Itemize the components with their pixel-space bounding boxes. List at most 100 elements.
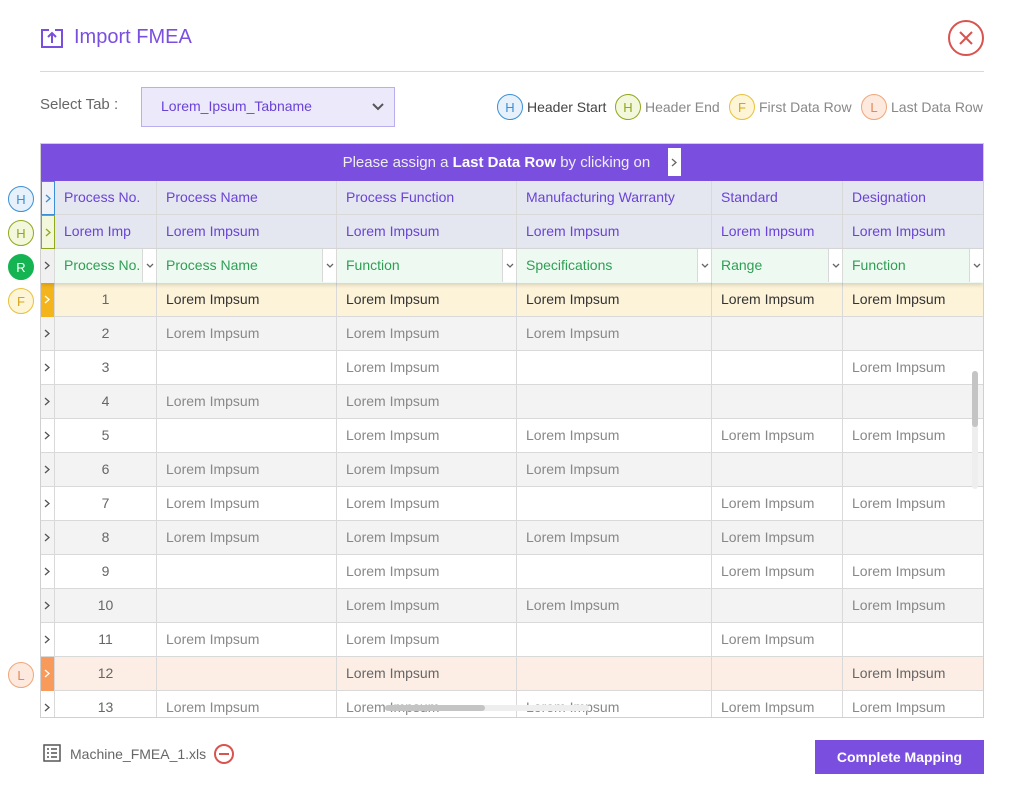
cell-process-function: Lorem Impsum (337, 419, 517, 453)
file-name: Machine_FMEA_1.xls (70, 746, 207, 762)
row-select-control[interactable] (41, 521, 55, 555)
cell-designation: Lorem Impsum (852, 665, 946, 681)
cell-process-name (157, 657, 337, 691)
cell-process-no: 10 (55, 589, 157, 623)
row-select-control[interactable] (41, 385, 55, 419)
cell-process-function: Lorem Impsum (337, 589, 517, 623)
tab-select-value: Lorem_Ipsum_Tabname (161, 98, 312, 114)
dropdown-toggle[interactable] (969, 249, 983, 282)
cell-process-no: 4 (55, 385, 157, 419)
cell-manufacturing-warranty: Lorem Impsum (517, 283, 712, 317)
row-select-control[interactable] (41, 317, 55, 351)
mapping-select-process-name[interactable]: Process Name (157, 249, 337, 283)
table-row[interactable]: 9 Lorem Impsum Lorem Impsum Lorem Impsum (41, 555, 983, 589)
table-row[interactable]: 4 Lorem Impsum Lorem Impsum (41, 385, 983, 419)
table-row[interactable]: 1 Lorem Impsum Lorem Impsum Lorem Impsum Lor… (41, 283, 983, 317)
cell-process-name: Lorem Impsum (157, 385, 337, 419)
table-row[interactable]: 3 Lorem Impsum Lorem Impsum (41, 351, 983, 385)
cell-process-name: Lorem Impsum (157, 283, 337, 317)
table-row[interactable]: 5 Lorem Impsum Lorem Impsum Lorem Impsum Lor… (41, 419, 983, 453)
chevron-right-icon (44, 329, 50, 338)
dropdown-toggle[interactable] (502, 249, 516, 282)
row-select-control[interactable] (41, 249, 55, 283)
cell-process-name (157, 555, 337, 589)
chevron-right-icon (44, 703, 50, 712)
legend-header-end-badge: H (615, 94, 641, 120)
row-select-control[interactable] (41, 351, 55, 385)
table-row[interactable]: 13 Lorem Impsum Lorem Impsum Lorem Impsum Lo… (41, 691, 983, 717)
cell-standard: Lorem Impsum (712, 283, 843, 317)
cell-manufacturing-warranty: Lorem Impsum (517, 215, 712, 249)
chevron-right-icon (44, 397, 50, 406)
cell-designation: Lorem Impsum (852, 223, 946, 239)
mapping-select-manufacturing-warranty[interactable]: Specifications (517, 249, 712, 283)
cell-designation: Lorem Impsum (852, 291, 946, 307)
chevron-right-icon (44, 635, 50, 644)
row-select-control[interactable] (41, 623, 55, 657)
horizontal-scrollbar-thumb[interactable] (385, 705, 485, 711)
dialog-header: Import FMEA (40, 20, 984, 72)
remove-file-button[interactable] (214, 744, 234, 764)
mapping-row[interactable]: Process No. Process Name Function Specifica… (41, 249, 983, 283)
legend-header-end-label: Header End (645, 99, 720, 115)
vertical-scrollbar[interactable] (972, 371, 978, 489)
legend-header-end: H Header End (615, 94, 720, 120)
table-row[interactable]: 2 Lorem Impsum Lorem Impsum Lorem Impsum (41, 317, 983, 351)
table-row[interactable]: 10 Lorem Impsum Lorem Impsum Lorem Impsum (41, 589, 983, 623)
tab-select[interactable]: Lorem_Ipsum_Tabname (141, 87, 395, 127)
dropdown-toggle[interactable] (828, 249, 842, 282)
cell-process-no: 5 (55, 419, 157, 453)
dropdown-toggle[interactable] (142, 249, 156, 282)
dropdown-toggle[interactable] (697, 249, 711, 282)
cell-process-name: Lorem Impsum (157, 521, 337, 555)
cell-process-no: 7 (55, 487, 157, 521)
complete-mapping-button[interactable]: Complete Mapping (815, 740, 984, 774)
horizontal-scrollbar[interactable] (385, 705, 589, 711)
row-select-control[interactable] (41, 283, 55, 317)
cell-process-function: Lorem Impsum (337, 385, 517, 419)
row-select-control[interactable] (41, 181, 55, 215)
legend-last-data-row: L Last Data Row (861, 94, 983, 120)
cell-process-function: Process Function (337, 181, 517, 215)
chevron-right-icon (44, 431, 50, 440)
last-data-row-marker: L (8, 662, 34, 688)
cell-process-function: Lorem Impsum (337, 487, 517, 521)
cell-standard (712, 453, 843, 487)
cell-process-name: Lorem Impsum (157, 453, 337, 487)
mapping-select-process-function[interactable]: Function (337, 249, 517, 283)
close-button[interactable] (948, 20, 984, 56)
header-start-row[interactable]: Process No. Process Name Process Function M… (41, 181, 983, 215)
row-select-control[interactable] (41, 487, 55, 521)
table-row[interactable]: 8 Lorem Impsum Lorem Impsum Lorem Impsum Lor… (41, 521, 983, 555)
cell-process-name (157, 589, 337, 623)
cell-manufacturing-warranty (517, 351, 712, 385)
cell-manufacturing-warranty (517, 487, 712, 521)
cell-process-no: Process No. (55, 181, 157, 215)
cell-process-name: Lorem Impsum (157, 691, 337, 717)
mapping-select-process-no[interactable]: Process No. (55, 249, 157, 283)
mapping-select-value: Function (852, 257, 906, 273)
row-select-control[interactable] (41, 453, 55, 487)
vertical-scrollbar-thumb[interactable] (972, 371, 978, 427)
row-select-control[interactable] (41, 691, 55, 717)
upload-box-icon (40, 26, 64, 50)
header-end-row[interactable]: Lorem Imp Lorem Impsum Lorem Impsum Lorem I… (41, 215, 983, 249)
mapping-select-standard[interactable]: Range (712, 249, 843, 283)
cell-standard: Lorem Impsum (712, 419, 843, 453)
table-row[interactable]: 6 Lorem Impsum Lorem Impsum Lorem Impsum (41, 453, 983, 487)
table-row[interactable]: 11 Lorem Impsum Lorem Impsum Lorem Impsum (41, 623, 983, 657)
row-select-control[interactable] (41, 215, 55, 249)
row-select-control[interactable] (41, 657, 55, 691)
table-row[interactable]: 12 Lorem Impsum Lorem Impsum (41, 657, 983, 691)
row-select-control[interactable] (41, 589, 55, 623)
cell-manufacturing-warranty (517, 657, 712, 691)
cell-manufacturing-warranty: Lorem Impsum (517, 453, 712, 487)
dropdown-toggle[interactable] (322, 249, 336, 282)
row-select-control[interactable] (41, 419, 55, 453)
mapping-select-designation[interactable]: Function (843, 249, 983, 283)
cell-designation (843, 453, 983, 487)
row-select-control[interactable] (41, 555, 55, 589)
table-row[interactable]: 7 Lorem Impsum Lorem Impsum Lorem Impsum Lor… (41, 487, 983, 521)
banner-chevron-box (668, 148, 682, 177)
cell-process-no: 3 (55, 351, 157, 385)
